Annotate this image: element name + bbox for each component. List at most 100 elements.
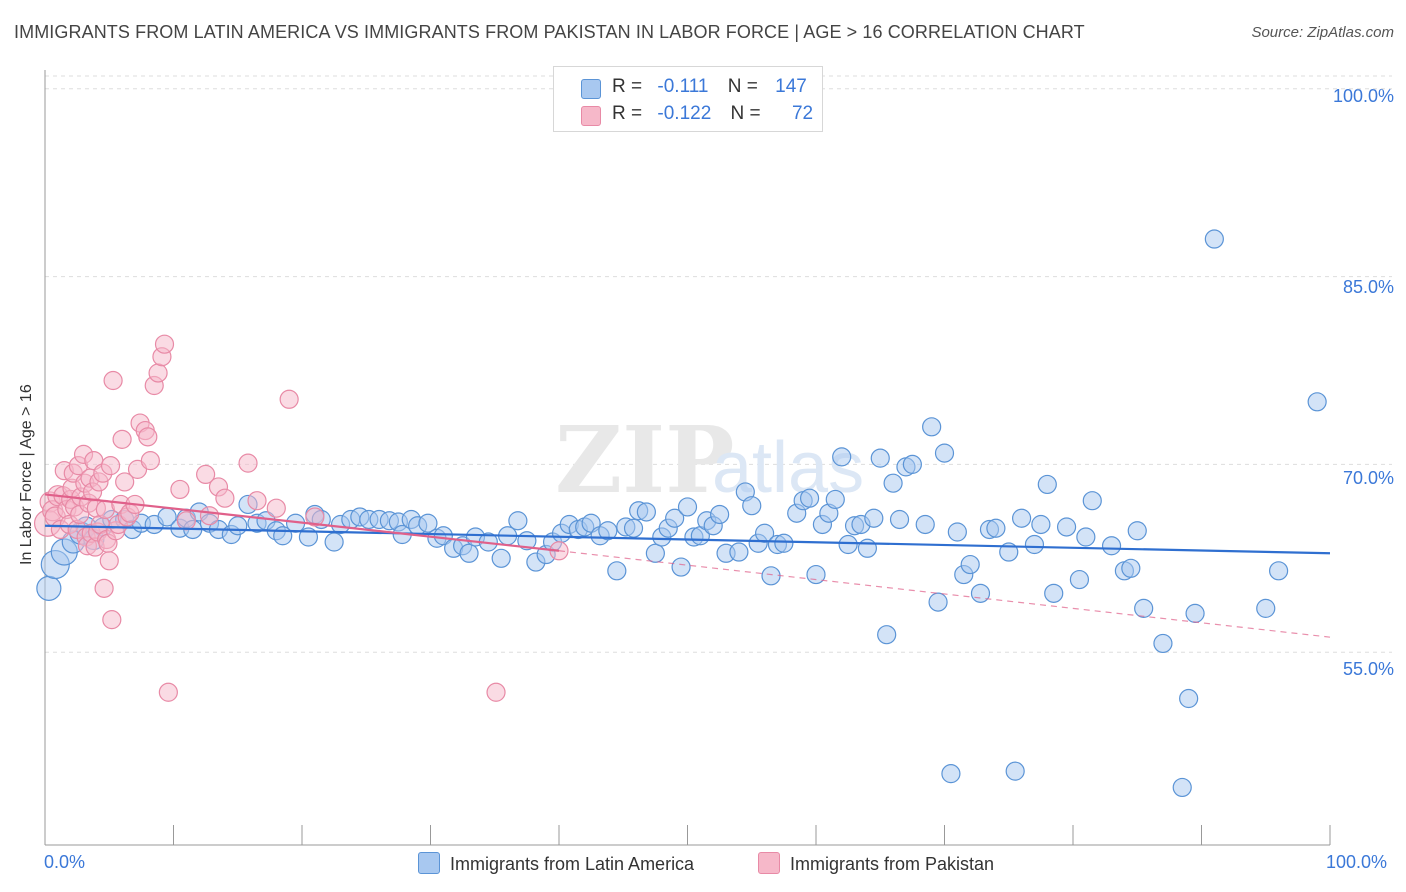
pakistan-point <box>279 389 299 409</box>
y-tick-label-70: 70.0% <box>1342 468 1394 488</box>
r-value: -0.111 <box>657 76 709 97</box>
grid-lines <box>45 75 1392 653</box>
pakistan-point <box>176 511 196 531</box>
pakistan-point <box>170 479 190 500</box>
pakistan-point <box>215 488 235 508</box>
x-tick-label-min: 0.0% <box>44 852 86 872</box>
trend-lines <box>44 493 1331 638</box>
latin-america-point <box>1204 229 1224 249</box>
latin-america-point <box>1076 527 1096 547</box>
latin-america-point <box>1134 598 1154 618</box>
latin-america-point <box>902 454 922 474</box>
latin-america-point <box>877 625 897 645</box>
latin-america-point <box>36 575 62 601</box>
latin-america-point <box>623 518 644 538</box>
axes <box>44 70 1331 846</box>
pakistan-point <box>94 578 114 598</box>
series-latin-america <box>36 229 1327 798</box>
blue-swatch-icon <box>418 852 440 874</box>
latin-america-point <box>1082 491 1102 511</box>
n-value: 147 <box>775 76 807 97</box>
chart-title: IMMIGRANTS FROM LATIN AMERICA VS IMMIGRA… <box>14 22 1085 42</box>
n-label: N = <box>727 76 758 97</box>
latin-america-point <box>870 448 890 468</box>
latin-america-point <box>1185 603 1205 623</box>
latin-america-point <box>1127 521 1147 541</box>
latin-america-point <box>832 447 852 467</box>
latin-america-point <box>677 497 698 517</box>
latin-america-point <box>1256 598 1276 618</box>
pakistan-point <box>238 453 258 473</box>
latin-america-point <box>1024 534 1045 555</box>
latin-america-point <box>710 504 730 525</box>
y-tick-label-55: 55.0% <box>1342 659 1394 679</box>
latin-america-point <box>636 502 656 522</box>
latin-america-point <box>1121 558 1141 578</box>
pakistan-point <box>199 506 220 526</box>
r-value: -0.122 <box>657 103 712 124</box>
latin-america-point <box>857 538 878 558</box>
latin-america-point <box>1005 761 1025 781</box>
latin-america-point <box>1179 688 1199 709</box>
r-label: R = <box>612 103 643 124</box>
pakistan-point <box>100 456 121 476</box>
latin-america-point <box>761 566 781 586</box>
pakistan-point <box>112 429 132 449</box>
x-tick-label-max: 100.0% <box>1326 852 1388 872</box>
latin-america-point <box>1031 514 1051 535</box>
latin-america-point <box>1044 583 1064 603</box>
latin-america-point <box>1307 392 1327 412</box>
trend-line-pakistan <box>44 493 560 552</box>
latin-america-point <box>774 533 794 553</box>
pink-swatch-icon <box>581 106 601 126</box>
latin-america-point <box>433 526 453 546</box>
series-pakistan <box>33 334 569 702</box>
pakistan-point <box>266 498 286 518</box>
source-label: Source: ZipAtlas.com <box>1251 24 1394 41</box>
latin-america-point <box>1069 569 1090 590</box>
latin-america-point <box>665 508 685 528</box>
latin-america-point <box>228 516 248 536</box>
pakistan-point <box>305 507 325 527</box>
n-value: 72 <box>791 103 814 124</box>
latin-america-point <box>922 417 942 437</box>
pakistan-point <box>196 464 216 485</box>
pakistan-point <box>247 491 267 511</box>
y-tick-label-100: 100.0% <box>1332 86 1394 106</box>
n-label: N = <box>730 103 761 124</box>
pink-swatch-icon <box>758 852 780 874</box>
latin-america-point <box>915 514 935 535</box>
legend-label: Immigrants from Pakistan <box>790 854 995 874</box>
pakistan-point <box>102 610 122 630</box>
latin-america-point <box>607 561 627 581</box>
latin-america-point <box>1037 474 1057 495</box>
latin-america-point <box>324 532 344 552</box>
pakistan-point <box>99 551 119 571</box>
legend-label: Immigrants from Latin America <box>450 854 695 874</box>
pakistan-point <box>138 427 158 447</box>
legend-item-pakistan: Immigrants from Pakistan <box>758 852 994 875</box>
latin-america-point <box>729 542 749 562</box>
trend-line-pakistan-extrapolated <box>558 550 1331 638</box>
blue-swatch-icon <box>581 79 601 99</box>
legend-item-latin-america: Immigrants from Latin America <box>418 852 694 875</box>
latin-america-point <box>928 592 948 612</box>
latin-america-point <box>986 518 1006 538</box>
pakistan-point <box>154 334 175 354</box>
latin-america-point <box>934 443 955 463</box>
latin-america-point <box>960 554 980 575</box>
latin-america-point <box>889 509 910 530</box>
pakistan-point <box>486 682 506 702</box>
stats-legend: R = -0.111 N = 147 R = -0.122 N = 72 <box>553 66 823 132</box>
y-tick-label-85: 85.0% <box>1342 277 1394 297</box>
pakistan-point <box>158 682 178 702</box>
latin-america-point <box>508 511 528 531</box>
pakistan-point <box>140 451 160 471</box>
latin-america-point <box>947 522 967 542</box>
trend-line-latin-america <box>44 524 1331 555</box>
latin-america-point <box>864 508 884 528</box>
latin-america-point <box>645 543 665 563</box>
latin-america-point <box>825 489 845 510</box>
latin-america-point <box>742 496 762 516</box>
latin-america-point <box>671 557 691 577</box>
